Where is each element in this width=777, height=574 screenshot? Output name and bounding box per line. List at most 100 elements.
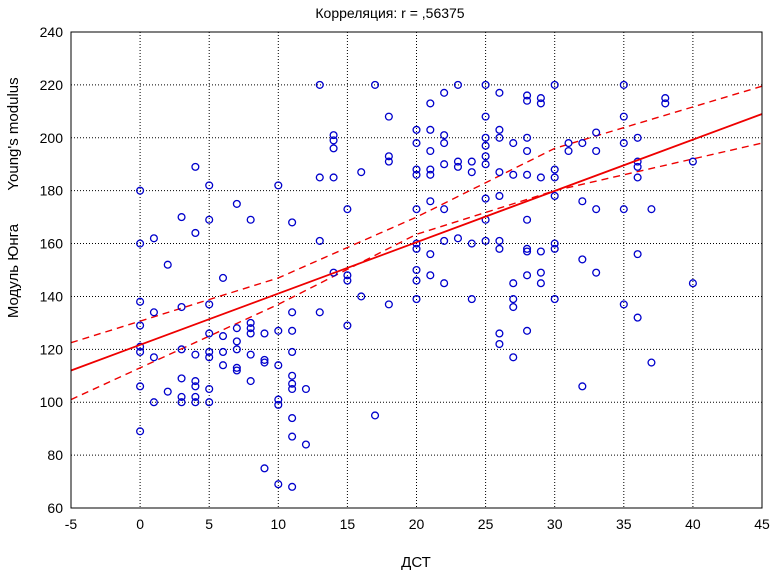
- data-point: [149, 234, 158, 243]
- data-point: [495, 191, 504, 201]
- data-point: [467, 157, 476, 166]
- data-point: [301, 384, 310, 394]
- x-tick-label: -5: [65, 516, 78, 532]
- regression-line-group: [70, 113, 763, 372]
- data-point: [205, 384, 214, 394]
- x-tick-label: 5: [205, 516, 213, 532]
- data-point: [191, 392, 200, 401]
- data-point: [536, 279, 545, 288]
- data-point: [509, 353, 518, 362]
- data-point: [329, 144, 338, 153]
- data-point: [481, 160, 490, 169]
- data-point: [509, 139, 518, 148]
- y-axis-title-ru: Модуль Юнга: [5, 223, 22, 318]
- data-point: [246, 350, 255, 359]
- data-point: [412, 265, 421, 275]
- data-point: [315, 173, 324, 182]
- data-point: [550, 295, 559, 304]
- data-point: [688, 279, 697, 288]
- data-point: [232, 345, 241, 354]
- data-point: [205, 215, 214, 224]
- data-point: [232, 337, 241, 346]
- data-point: [592, 268, 601, 277]
- data-point: [495, 125, 504, 134]
- data-point: [523, 244, 532, 253]
- data-point: [136, 347, 145, 357]
- data-point: [633, 313, 642, 322]
- data-point: [619, 112, 628, 121]
- y-axis-title-en: Young's modulus: [5, 77, 22, 190]
- data-point: [288, 482, 297, 491]
- data-point: [495, 339, 504, 349]
- data-point: [191, 382, 200, 391]
- data-point: [246, 215, 255, 224]
- data-point: [578, 139, 587, 148]
- data-point: [495, 88, 504, 97]
- data-point: [426, 125, 435, 134]
- data-point: [149, 398, 158, 407]
- data-point: [357, 168, 366, 177]
- data-point: [177, 374, 186, 383]
- plot-frame: [70, 31, 763, 509]
- x-tick-label: 0: [136, 516, 144, 532]
- y-tick-label: 80: [47, 447, 63, 463]
- data-point: [163, 260, 172, 269]
- data-point: [426, 197, 435, 206]
- data-point: [619, 80, 628, 89]
- data-point: [412, 165, 421, 174]
- data-point: [315, 80, 324, 89]
- data-point: [495, 168, 504, 177]
- data-point: [453, 234, 463, 243]
- data-point: [578, 382, 587, 391]
- data-point: [288, 414, 297, 423]
- data-point: [288, 379, 297, 388]
- data-point: [509, 279, 518, 288]
- data-point: [523, 215, 532, 224]
- data-point: [288, 308, 297, 317]
- data-point: [481, 236, 490, 245]
- data-point: [329, 136, 338, 145]
- data-point: [426, 165, 435, 174]
- data-point: [357, 292, 366, 301]
- data-point: [163, 387, 172, 396]
- data-point: [343, 205, 352, 214]
- data-point: [232, 366, 241, 375]
- data-point: [274, 400, 283, 409]
- data-point: [205, 181, 214, 190]
- data-point: [495, 329, 504, 338]
- data-point: [536, 94, 545, 103]
- data-point: [564, 139, 573, 148]
- data-point: [481, 133, 490, 142]
- data-point: [329, 131, 338, 140]
- data-point: [274, 361, 283, 370]
- data-point: [440, 205, 449, 214]
- y-tick-label: 220: [40, 77, 64, 93]
- data-point: [633, 162, 642, 171]
- data-point: [453, 157, 463, 166]
- data-point: [288, 371, 297, 380]
- data-point: [149, 353, 158, 362]
- y-tick-label: 200: [40, 130, 64, 146]
- chart-title: Корреляция: r = ,56375: [315, 5, 464, 21]
- data-point: [523, 96, 532, 105]
- data-point: [191, 162, 200, 171]
- data-point: [550, 80, 559, 89]
- data-point: [426, 250, 435, 259]
- data-point: [384, 157, 393, 166]
- data-point: [523, 247, 532, 256]
- data-point: [218, 361, 228, 370]
- data-point: [136, 321, 145, 330]
- data-point: [218, 347, 228, 357]
- data-point: [523, 170, 532, 179]
- data-point: [440, 160, 449, 169]
- data-point: [246, 377, 255, 386]
- data-point: [467, 168, 476, 177]
- plot-border: [70, 31, 763, 509]
- data-point: [191, 398, 200, 407]
- data-point: [288, 326, 297, 335]
- data-point: [218, 273, 228, 282]
- data-point: [412, 139, 421, 148]
- data-point: [301, 440, 310, 449]
- data-point: [246, 329, 255, 338]
- data-point: [523, 271, 532, 280]
